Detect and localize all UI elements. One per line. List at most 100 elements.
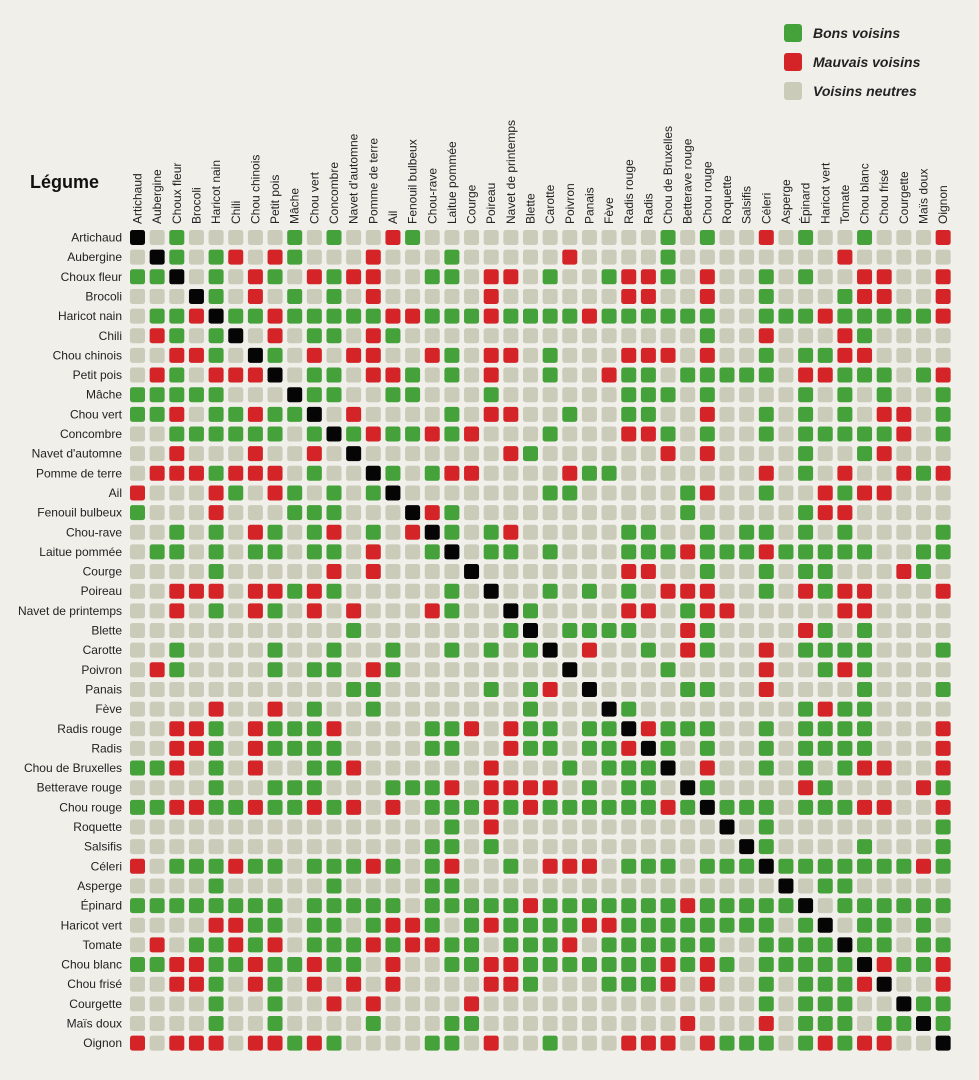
matrix-cell [130,642,145,658]
matrix-cell [346,367,362,383]
matrix-cell [739,740,755,756]
matrix-cell [208,996,224,1012]
matrix-cell [817,740,833,756]
matrix-cell [621,347,637,363]
matrix-cell [660,996,676,1012]
matrix-cell [935,406,951,422]
matrix-cell [483,288,499,304]
matrix-cell [601,1016,617,1031]
matrix-cell [228,288,244,304]
matrix-cell [523,898,538,914]
matrix-cell [287,976,303,992]
matrix-cell [798,740,814,756]
matrix-cell [464,701,480,717]
matrix-cell [346,426,362,442]
matrix-cell [464,269,480,285]
matrix-cell [306,406,322,422]
matrix-cell [523,564,538,580]
matrix-cell [680,465,696,481]
matrix-cell [680,799,696,815]
matrix-cell [130,839,145,855]
matrix-cell [523,426,538,442]
matrix-cell [876,564,892,580]
matrix-cell [581,996,597,1012]
matrix-cell [857,230,873,245]
matrix-cell [876,701,892,717]
matrix-cell [837,564,853,580]
matrix-cell [857,642,873,658]
matrix-cell [640,328,656,344]
matrix-cell [817,505,833,521]
matrix-cell [601,406,617,422]
matrix-cell [267,917,283,933]
matrix-cell [601,249,617,265]
matrix-cell [935,524,951,540]
matrix-cell [562,347,578,363]
matrix-cell [817,328,833,344]
matrix-cell [837,623,853,638]
matrix-cell [916,406,931,422]
matrix-cell [149,446,165,462]
matrix-cell [464,681,480,697]
matrix-cell [267,642,283,658]
matrix-cell [857,406,873,422]
matrix-cell [405,269,421,285]
matrix-cell [680,230,696,245]
matrix-cell [385,937,401,953]
matrix-cell [857,269,873,285]
matrix-cell [719,328,735,344]
column-label-chou-rouge: Chou rouge [700,161,714,224]
matrix-cell [758,917,774,933]
matrix-cell [758,976,774,992]
matrix-cell [758,681,774,697]
matrix-cell [916,564,931,580]
matrix-cell [247,917,263,933]
matrix-cell [267,249,283,265]
matrix-cell [562,819,578,835]
legend-label-neutral: Voisins neutres [813,82,917,99]
matrix-cell [876,1016,892,1031]
matrix-cell [719,681,735,697]
matrix-cell [149,957,165,973]
matrix-cell [916,819,931,835]
matrix-cell [464,367,480,383]
matrix-cell [385,996,401,1012]
matrix-cell [287,1016,303,1031]
matrix-cell [896,780,912,796]
matrix-cell [169,957,185,973]
matrix-cell [444,878,460,894]
matrix-cell [857,426,873,442]
column-label-chou-de-bruxelles: Chou de Bruxelles [661,126,675,224]
matrix-cell [346,1016,362,1031]
matrix-cell [798,426,814,442]
matrix-cell [896,740,912,756]
matrix-cell [424,976,440,992]
matrix-cell [503,564,519,580]
matrix-cell [346,740,362,756]
matrix-cell [483,347,499,363]
matrix-cell [424,701,440,717]
matrix-cell [444,898,460,914]
matrix-cell [365,367,381,383]
matrix-cell [287,544,303,560]
matrix-cell [640,976,656,992]
matrix-cell [601,544,617,560]
matrix-cell [208,505,224,521]
matrix-cell [778,957,794,973]
matrix-cell [699,721,715,737]
matrix-cell [405,387,421,403]
matrix-cell [778,819,794,835]
matrix-cell [326,839,342,855]
matrix-cell [346,996,362,1012]
matrix-cell [464,426,480,442]
matrix-cell [699,308,715,324]
matrix-cell [149,799,165,815]
matrix-cell [424,1035,440,1051]
matrix-cell [385,681,401,697]
matrix-cell [798,249,814,265]
matrix-cell [798,681,814,697]
matrix-cell [798,564,814,580]
matrix-cell [581,878,597,894]
matrix-cell [287,347,303,363]
matrix-cell [758,799,774,815]
